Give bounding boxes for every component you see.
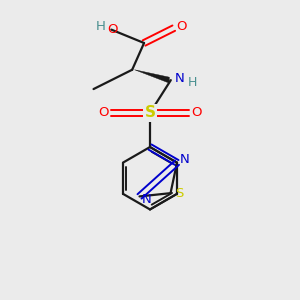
Polygon shape [134, 70, 169, 83]
Text: S: S [145, 105, 155, 120]
Text: N: N [180, 153, 189, 166]
Text: O: O [176, 20, 187, 33]
Text: S: S [175, 187, 183, 200]
Text: O: O [108, 22, 118, 35]
Text: H: H [188, 76, 197, 89]
Text: O: O [192, 106, 202, 119]
Text: N: N [174, 72, 184, 85]
Text: O: O [98, 106, 108, 119]
Text: N: N [142, 193, 152, 206]
Text: H: H [96, 20, 106, 33]
